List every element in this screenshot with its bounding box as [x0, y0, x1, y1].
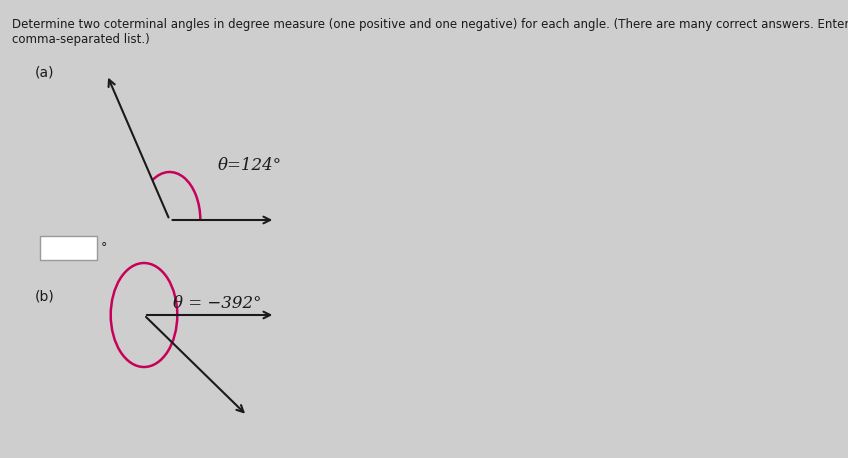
Text: (b): (b): [36, 290, 55, 304]
Text: (a): (a): [36, 66, 55, 80]
FancyBboxPatch shape: [40, 236, 98, 260]
Text: θ = −392°: θ = −392°: [173, 294, 261, 311]
Text: θ=124°: θ=124°: [218, 157, 282, 174]
Text: Determine two coterminal angles in degree measure (one positive and one negative: Determine two coterminal angles in degre…: [12, 18, 848, 46]
Text: °: °: [100, 241, 107, 255]
